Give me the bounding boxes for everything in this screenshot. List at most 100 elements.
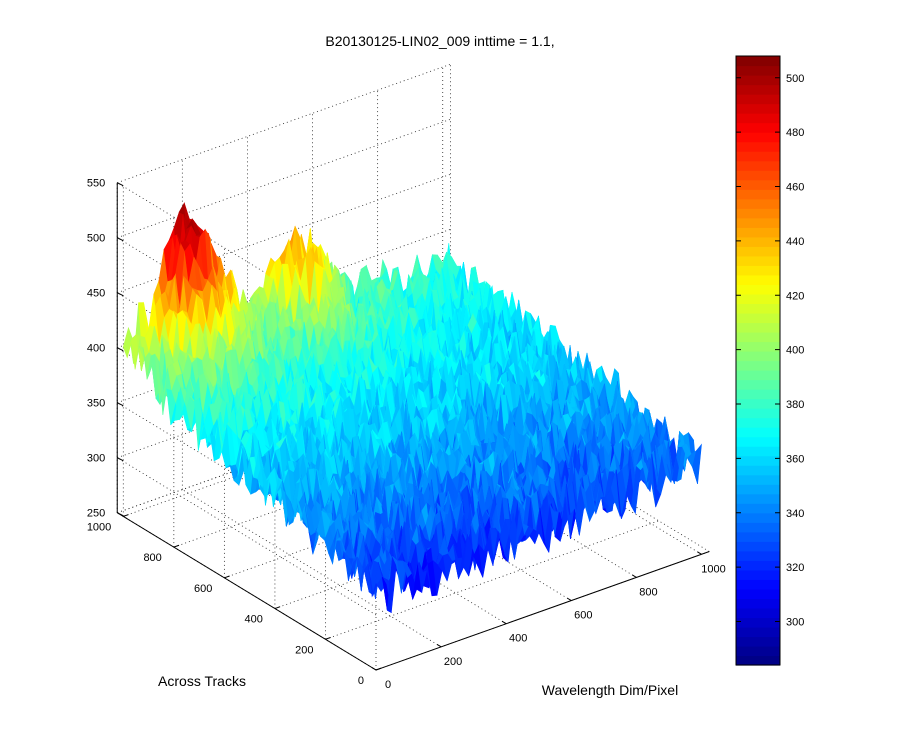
- y-tick-label: 0: [358, 675, 364, 687]
- colorbar-segment: [736, 151, 780, 162]
- colorbar-segment: [736, 350, 780, 362]
- colorbar-segment: [736, 389, 780, 400]
- colorbar-segment: [736, 170, 780, 181]
- wall-grid-line: [117, 182, 377, 341]
- x-tick-label: 0: [385, 679, 391, 691]
- colorbar-segment: [736, 75, 780, 86]
- colorbar-segment: [736, 541, 780, 552]
- colorbar-ticks: 300 320 340 360 380 400 420 440 460 480 500: [736, 73, 804, 629]
- colorbar-segment: [736, 284, 780, 295]
- z-tick: [117, 237, 124, 242]
- y-tick: [173, 544, 180, 548]
- y-tick: [274, 606, 281, 610]
- colorbar-segment: [736, 246, 780, 257]
- chart-title: B20130125-LIN02_009 inttime = 1.1,: [325, 33, 554, 49]
- colorbar-segment: [736, 293, 780, 305]
- z-tick-label: 550: [87, 178, 105, 190]
- colorbar-tick-label: 500: [786, 73, 804, 85]
- x-tick-label: 600: [574, 610, 592, 622]
- colorbar-segment: [736, 493, 780, 504]
- colorbar-segment: [736, 588, 780, 599]
- y-tick-label: 1000: [87, 521, 111, 533]
- colorbar-segment: [736, 522, 780, 533]
- colorbar-segment: [736, 417, 780, 428]
- colorbar-segment: [736, 446, 780, 457]
- colorbar-segment: [736, 217, 780, 228]
- colorbar-segment: [736, 56, 780, 67]
- colorbar-segment: [736, 227, 780, 238]
- floor-grid-line: [325, 520, 659, 640]
- colorbar-segment: [736, 236, 780, 247]
- colorbar-segment: [736, 465, 780, 476]
- colorbar-segment: [736, 408, 780, 419]
- x-tick: [501, 620, 507, 625]
- colorbar-gradient: [736, 56, 780, 666]
- wall-grid-line: [117, 118, 451, 239]
- colorbar-tick-label: 440: [786, 236, 804, 248]
- y-tick-label: 600: [194, 583, 212, 595]
- z-tick-label: 250: [87, 508, 105, 520]
- colorbar-segment: [736, 455, 780, 466]
- x-tick-label: 200: [444, 656, 462, 668]
- colorbar-segment: [736, 189, 780, 200]
- colorbar-segment: [736, 645, 780, 657]
- colorbar-segment: [736, 436, 780, 447]
- colorbar-segment: [736, 379, 780, 390]
- colorbar-segment: [736, 312, 780, 324]
- z-tick: [117, 402, 124, 407]
- y-axis-label: Across Tracks: [158, 673, 246, 689]
- z-tick: [117, 457, 124, 462]
- colorbar-segment: [736, 265, 780, 276]
- colorbar-segment: [736, 132, 780, 143]
- colorbar-segment: [736, 341, 780, 352]
- colorbar-tick-label: 380: [786, 399, 804, 411]
- colorbar-segment: [736, 569, 780, 580]
- colorbar-segment: [736, 560, 780, 571]
- z-tick: [117, 292, 124, 297]
- wall-grid-line: [117, 63, 451, 184]
- y-tick-label: 400: [245, 614, 263, 626]
- colorbar-segment: [736, 484, 780, 495]
- colorbar-segment: [736, 617, 780, 628]
- wall-grid-line: [117, 457, 377, 616]
- colorbar-segment: [736, 303, 780, 314]
- surface-plot: [122, 201, 702, 614]
- z-tick: [117, 182, 124, 187]
- z-tick: [117, 347, 124, 352]
- colorbar-segment: [736, 331, 780, 343]
- colorbar-segment: [736, 626, 780, 638]
- colorbar-segment: [736, 360, 780, 371]
- z-tick-label: 300: [87, 453, 105, 465]
- y-tick: [123, 514, 129, 517]
- colorbar: 300 320 340 360 380 400 420 440 460 480 500: [735, 55, 804, 666]
- colorbar-segment: [736, 122, 780, 133]
- colorbar-segment: [736, 322, 780, 333]
- y-tick-label: 200: [295, 644, 313, 656]
- colorbar-tick-label: 300: [786, 617, 804, 629]
- x-axis-line: [375, 551, 710, 671]
- colorbar-segment: [736, 512, 780, 523]
- colorbar-frame: [735, 55, 781, 666]
- colorbar-segment: [736, 113, 780, 124]
- y-tick-label: 800: [143, 552, 161, 564]
- colorbar-segment: [736, 198, 780, 209]
- colorbar-tick-label: 420: [786, 290, 804, 302]
- y-tick: [224, 575, 230, 579]
- z-tick-label: 350: [87, 398, 105, 410]
- colorbar-segment: [736, 141, 780, 152]
- colorbar-segment: [736, 474, 780, 485]
- colorbar-tick-label: 480: [786, 127, 804, 139]
- colorbar-segment: [736, 655, 780, 666]
- x-tick: [566, 597, 572, 602]
- x-axis-label: Wavelength Dim/Pixel: [542, 682, 678, 698]
- colorbar-segment: [736, 274, 780, 285]
- colorbar-tick-label: 320: [786, 562, 804, 574]
- colorbar-segment: [736, 607, 780, 619]
- y-axis-line: [116, 512, 377, 671]
- wall-grid-line: [117, 237, 377, 396]
- colorbar-segment: [736, 94, 780, 105]
- colorbar-segment: [736, 160, 780, 171]
- colorbar-segment: [736, 208, 780, 219]
- x-tick: [436, 643, 442, 648]
